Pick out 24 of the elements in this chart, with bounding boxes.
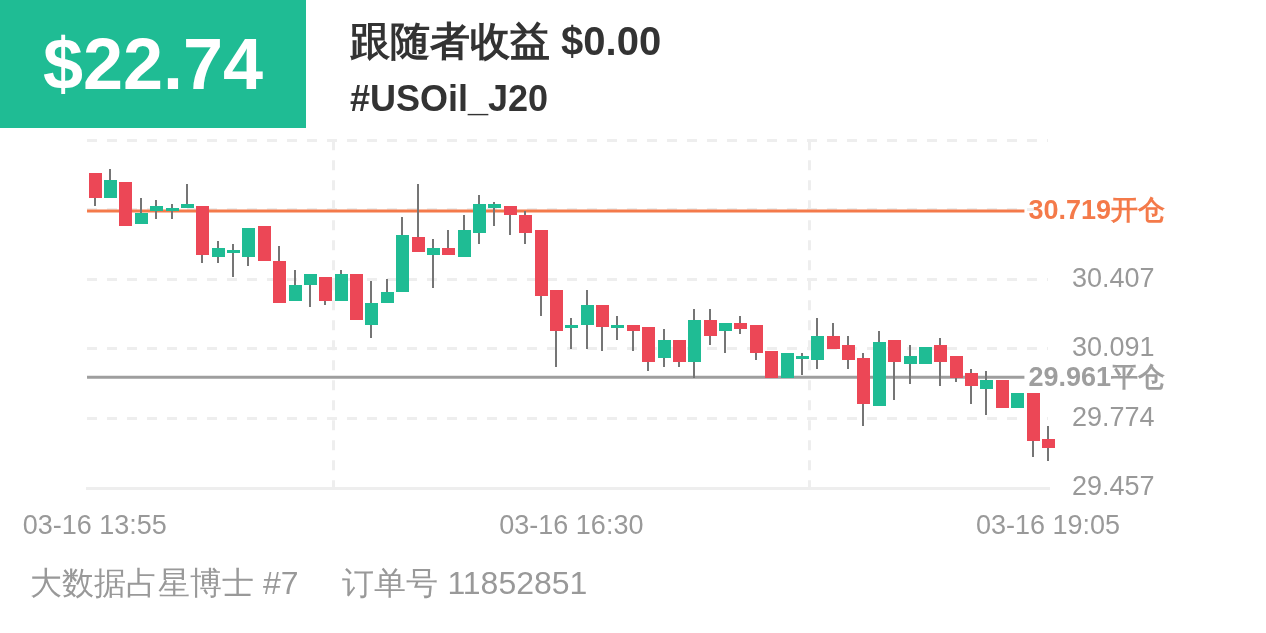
y-tick-label: 30.091 (1072, 332, 1155, 363)
x-tick-label: 03-16 16:30 (499, 509, 644, 540)
candlestick (765, 351, 778, 378)
candlestick (565, 318, 578, 349)
y-tick-label: 30.407 (1072, 262, 1155, 293)
candlestick (919, 347, 932, 364)
candlestick (781, 353, 794, 378)
text: 订单号 11852851 (342, 565, 588, 601)
candlestick (119, 182, 132, 226)
y-tick-label: 29.774 (1072, 401, 1155, 432)
ref-line-label: 29.961平仓 (1028, 361, 1165, 392)
text: 大数据占星博士 #7 (30, 565, 299, 601)
y-tick-label: 29.457 (1072, 471, 1155, 502)
candlestick (350, 274, 363, 320)
candlestick (996, 380, 1009, 408)
text: $22.74 (0, 0, 306, 128)
candlestick (258, 226, 271, 261)
candlestick (227, 244, 240, 277)
candlestick (1011, 393, 1024, 408)
chart-title: 跟随者收益 $0.00 (350, 18, 662, 65)
x-tick-label: 03-16 13:55 (22, 509, 167, 540)
chart-subtitle: #USOil_J20 (350, 78, 549, 120)
x-tick-label: 03-16 19:05 (975, 509, 1121, 540)
ref-line-label: 30.719开仓 (1028, 195, 1165, 226)
